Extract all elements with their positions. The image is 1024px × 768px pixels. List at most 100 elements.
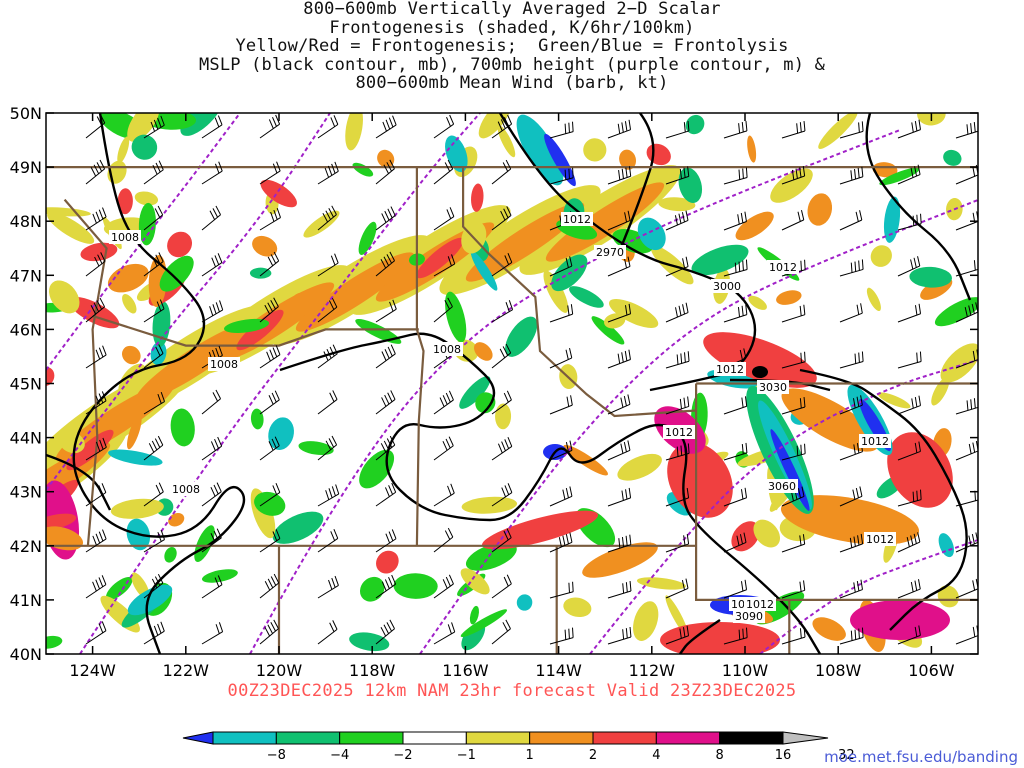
wind-barb <box>781 627 806 645</box>
colorbar-tick-label: −2 <box>393 748 412 763</box>
frontogenesis-patch <box>678 167 703 204</box>
lat-tick-label: 40N <box>10 645 42 664</box>
mslp-label-bg <box>744 597 776 611</box>
wind-barb <box>897 119 921 139</box>
frontogenesis-band-orange <box>295 252 415 332</box>
frontogenesis-patch <box>377 149 395 168</box>
frontogenesis-patch <box>471 183 484 212</box>
wind-barb <box>723 532 747 553</box>
frontogenesis-patch <box>460 568 490 595</box>
wind-barb <box>317 390 338 415</box>
wind-barb <box>665 120 690 139</box>
wind-barb <box>665 578 689 599</box>
lat-tick-label: 49N <box>10 158 42 177</box>
title-line-5: 800−600mb Mean Wind (barb, kt) <box>355 73 669 93</box>
wind-barb <box>259 390 280 415</box>
colorbar-tick-label: 8 <box>716 748 724 763</box>
frontogenesis-band-red <box>416 237 464 279</box>
colorbar-swatch <box>655 731 721 745</box>
wind-barb <box>491 114 513 139</box>
wind-barb <box>955 120 978 139</box>
wind-barb <box>317 297 338 323</box>
lat-tick-label: 42N <box>10 537 42 556</box>
wind-barb <box>85 113 106 139</box>
frontogenesis-patch <box>583 138 607 162</box>
mslp-label-bg <box>208 357 240 371</box>
wind-barb <box>375 435 396 461</box>
lon-tick-label: 122W <box>163 661 210 680</box>
frontogenesis-band-red <box>236 309 284 351</box>
frontogenesis-patch <box>355 318 402 344</box>
frontogenesis-patch <box>272 511 324 544</box>
title-line-1: 800−600mb Vertically Averaged 2−D Scalar <box>303 0 721 19</box>
frontogenesis-patch <box>349 632 390 652</box>
mslp-label-bg <box>109 230 141 244</box>
wind-barb <box>259 483 281 507</box>
wind-barb <box>433 207 455 231</box>
wind-barb <box>201 622 224 645</box>
frontogenesis-patch <box>505 316 538 357</box>
frontogenesis-patch <box>445 291 467 343</box>
mslp-label: 1012 <box>563 213 591 226</box>
border-line <box>462 167 697 418</box>
frontogenesis-patch <box>658 197 696 212</box>
wind-barb <box>317 115 339 139</box>
frontogenesis-patch <box>117 188 133 215</box>
wind-barb <box>259 619 279 645</box>
frontogenesis-shading <box>46 113 978 654</box>
frontolysis-core <box>544 133 576 187</box>
frontogenesis-patch <box>469 605 479 625</box>
frontogenesis-patch <box>127 414 142 450</box>
frontogenesis-patch <box>47 212 95 244</box>
wind-barb <box>201 253 223 277</box>
axis-ticks: 124W 122W 120W 118W 116W 114W 112W 110W 108W 106W… <box>10 104 978 680</box>
wind-barb <box>723 442 748 461</box>
wind-barb <box>317 575 339 599</box>
wind-barb <box>839 579 863 599</box>
frontogenesis-patch <box>877 392 911 409</box>
frontogenesis-patch <box>569 286 604 308</box>
colorbar-swatch <box>719 731 784 745</box>
lat-tick-label: 44N <box>10 429 42 448</box>
mslp-label-bg <box>864 532 896 546</box>
wind-barb <box>85 437 107 461</box>
wind-barb <box>317 484 340 507</box>
mslp-label-bg <box>859 434 891 448</box>
wind-barb <box>665 625 690 645</box>
lat-tick-label: 47N <box>10 266 42 285</box>
wind-barb <box>491 206 512 231</box>
height-label-bg <box>766 479 798 493</box>
frontogenesis-patch <box>148 255 167 308</box>
wind-barb <box>549 348 573 369</box>
wind-barb <box>897 625 921 645</box>
frontogenesis-patch <box>223 318 270 333</box>
wind-barb <box>375 251 395 277</box>
frontogenesis-core <box>781 388 879 452</box>
frontogenesis-patch <box>360 576 385 602</box>
frontogenesis-patch <box>298 441 334 456</box>
wind-barb <box>723 167 748 185</box>
frontogenesis-patch <box>934 297 978 327</box>
frontogenesis-patch <box>940 343 978 383</box>
lon-tick-label: 108W <box>815 661 862 680</box>
lon-tick-label: 118W <box>349 661 396 680</box>
credit-link[interactable]: moe.met.fsu.edu/banding <box>824 748 1018 766</box>
wind-barb <box>317 620 338 645</box>
frontogenesis-patch <box>465 542 517 571</box>
mslp-contour <box>46 453 112 511</box>
wind-barb <box>317 528 339 553</box>
frontogenesis-patch <box>617 453 662 481</box>
wind-barb <box>143 482 164 507</box>
wind-barb <box>85 207 107 231</box>
wind-barb <box>781 534 806 553</box>
wind-barb <box>665 351 690 369</box>
frontogenesis-patch <box>870 245 892 267</box>
wind-barb <box>433 574 454 599</box>
wind-barb <box>491 437 513 461</box>
wind-barb <box>665 210 689 231</box>
wind-barb <box>85 529 107 553</box>
wind-barb <box>85 345 107 369</box>
wind-barb <box>839 166 864 185</box>
wind-barb <box>491 483 513 507</box>
